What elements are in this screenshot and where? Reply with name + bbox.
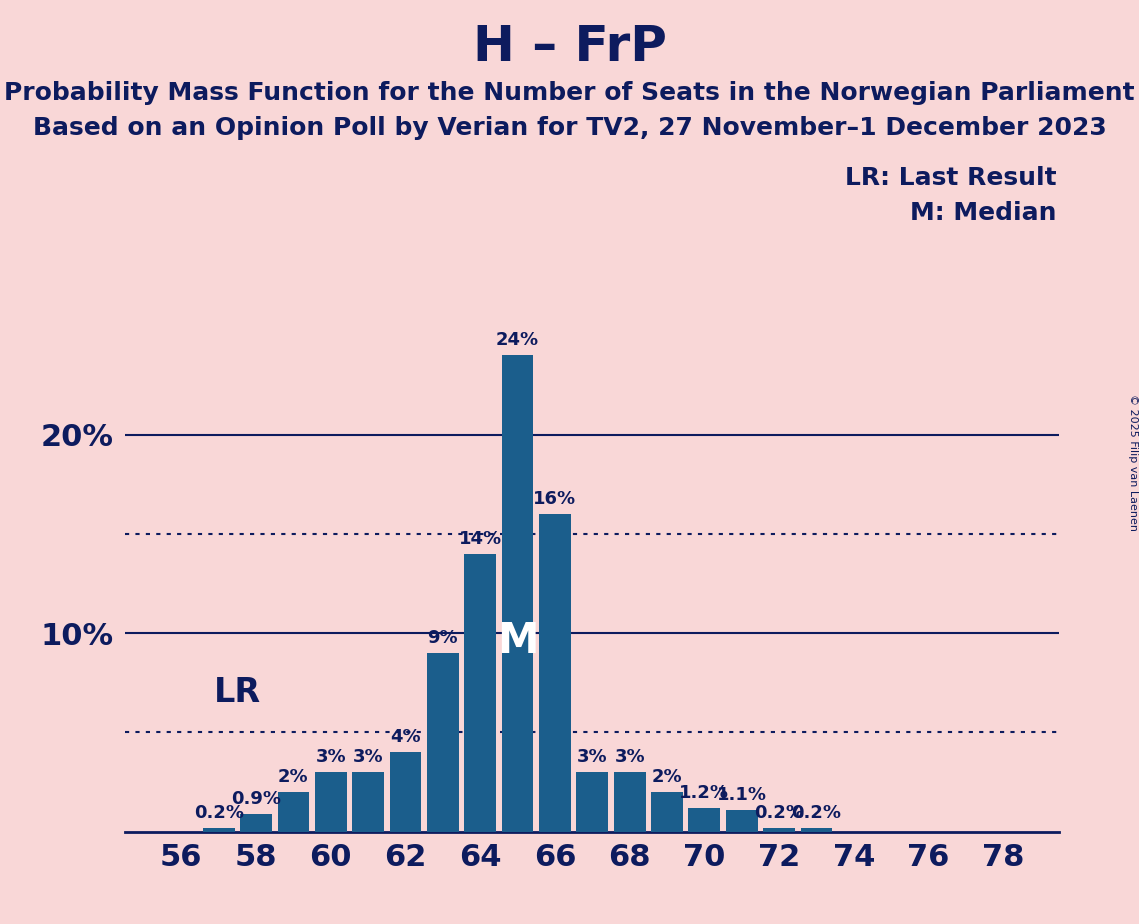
Bar	[501, 355, 533, 832]
Text: 3%: 3%	[353, 748, 384, 766]
Bar	[688, 808, 720, 832]
Text: 0.2%: 0.2%	[194, 804, 244, 821]
Text: 3%: 3%	[577, 748, 607, 766]
Text: 16%: 16%	[533, 490, 576, 508]
Text: LR: Last Result: LR: Last Result	[845, 166, 1057, 190]
Bar	[801, 828, 833, 832]
Bar	[427, 653, 459, 832]
Text: LR: LR	[214, 676, 261, 709]
Text: M: Median: M: Median	[910, 201, 1057, 225]
Bar	[539, 514, 571, 832]
Text: 4%: 4%	[391, 728, 420, 747]
Bar	[240, 814, 272, 832]
Bar	[614, 772, 646, 832]
Text: M: M	[497, 620, 539, 663]
Text: 3%: 3%	[316, 748, 346, 766]
Bar	[352, 772, 384, 832]
Text: Based on an Opinion Poll by Verian for TV2, 27 November–1 December 2023: Based on an Opinion Poll by Verian for T…	[33, 116, 1106, 140]
Text: 2%: 2%	[652, 768, 682, 786]
Bar	[763, 828, 795, 832]
Bar	[726, 809, 757, 832]
Text: 1.1%: 1.1%	[716, 785, 767, 804]
Text: Probability Mass Function for the Number of Seats in the Norwegian Parliament: Probability Mass Function for the Number…	[5, 81, 1134, 105]
Bar	[576, 772, 608, 832]
Bar	[203, 828, 235, 832]
Text: 24%: 24%	[495, 332, 539, 349]
Bar	[278, 792, 310, 832]
Bar	[465, 553, 497, 832]
Text: 3%: 3%	[614, 748, 645, 766]
Text: 0.2%: 0.2%	[792, 804, 842, 821]
Text: 1.2%: 1.2%	[679, 784, 729, 802]
Text: 0.9%: 0.9%	[231, 790, 281, 808]
Bar	[314, 772, 346, 832]
Text: 9%: 9%	[427, 629, 458, 647]
Text: H – FrP: H – FrP	[473, 23, 666, 71]
Text: 14%: 14%	[459, 529, 502, 548]
Bar	[652, 792, 683, 832]
Text: © 2025 Filip van Laenen: © 2025 Filip van Laenen	[1129, 394, 1138, 530]
Text: 2%: 2%	[278, 768, 309, 786]
Bar	[390, 752, 421, 832]
Text: 0.2%: 0.2%	[754, 804, 804, 821]
